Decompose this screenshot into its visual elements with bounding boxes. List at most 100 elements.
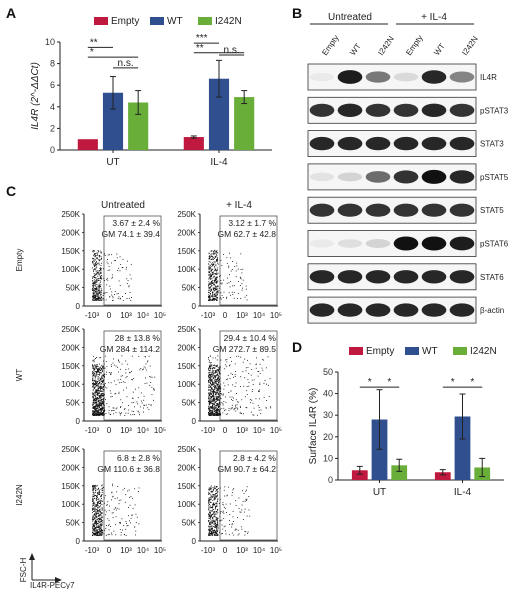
flow-event [95, 366, 97, 368]
flow-event [255, 398, 257, 400]
flow-event [93, 359, 95, 361]
flow-event [209, 513, 211, 514]
flow-event [95, 402, 97, 404]
flow-event [217, 370, 219, 371]
flow-event [230, 270, 232, 272]
flow-event [96, 512, 98, 514]
flow-event [100, 496, 102, 498]
flow-event [99, 397, 101, 399]
blot-band [337, 203, 363, 217]
flow-event [215, 507, 216, 508]
flow-event [100, 252, 102, 254]
flow-event [221, 533, 222, 535]
flow-event [92, 532, 93, 534]
flow-event [218, 405, 219, 407]
flow-event [101, 494, 102, 496]
blot-band [393, 136, 419, 151]
flow-event [213, 505, 215, 507]
flow-event [219, 385, 221, 387]
flow-event [217, 263, 219, 265]
flow-event [216, 492, 218, 494]
flow-event [125, 268, 127, 270]
flow-event [99, 395, 101, 397]
flow-event [134, 488, 136, 490]
flow-event [98, 270, 100, 272]
flow-event [223, 291, 225, 293]
bar [128, 102, 149, 150]
flow-event [120, 264, 122, 265]
flow-event [120, 406, 122, 407]
flow-event [93, 279, 95, 281]
flow-event [111, 512, 113, 514]
flow-event [95, 257, 97, 259]
flow-event [92, 402, 94, 404]
flow-event [217, 498, 219, 500]
flow-event [96, 390, 98, 392]
flow-event [96, 411, 98, 413]
flow-event [100, 525, 102, 527]
flow-event [112, 362, 114, 364]
flow-event [208, 275, 210, 276]
flow-event [139, 369, 141, 371]
flow-event [94, 256, 96, 258]
flow-event [92, 508, 94, 510]
blot-band [421, 270, 447, 284]
flow-event [95, 375, 97, 377]
flow-event [107, 518, 109, 520]
flow-event [96, 397, 98, 399]
flow-event [95, 406, 97, 408]
flow-event [102, 407, 104, 409]
flow-event [98, 534, 100, 536]
blot-band [421, 136, 447, 151]
flow-event [217, 529, 219, 531]
flow-event [249, 515, 251, 517]
flow-event [99, 372, 101, 373]
flow-event [134, 526, 135, 528]
flow-event [95, 262, 97, 263]
flow-event [213, 398, 215, 400]
flow-event [93, 361, 95, 363]
flow-event [93, 399, 95, 401]
flow-event [96, 393, 98, 395]
flow-event [219, 298, 221, 300]
blot-strip [307, 196, 477, 224]
bar [77, 139, 98, 150]
flow-event [208, 268, 210, 269]
flow-event [100, 385, 102, 387]
flow-event [100, 252, 102, 253]
flow-event [228, 266, 229, 268]
flow-event [94, 414, 96, 416]
flow-event [263, 359, 264, 361]
flow-event [96, 293, 97, 294]
flow-event [100, 404, 102, 405]
flow-event [218, 392, 220, 394]
flow-event [219, 282, 221, 284]
flow-event [93, 507, 94, 509]
flow-event [103, 411, 104, 412]
flow-event [219, 520, 221, 522]
flow-event [211, 520, 213, 522]
flow-event [212, 300, 213, 301]
flow-event [258, 409, 260, 411]
flow-event [94, 373, 95, 375]
flow-event [210, 270, 212, 272]
flow-event [212, 298, 214, 300]
flow-event [95, 411, 97, 413]
flow-event [211, 371, 213, 373]
flow-event [98, 491, 100, 493]
flow-y-tick-label: 0 [76, 417, 81, 426]
flow-event [210, 411, 212, 413]
flow-event [103, 397, 105, 399]
flow-y-tick-label: 150K [177, 362, 196, 371]
flow-event [217, 294, 218, 296]
flow-event [101, 412, 103, 414]
flow-x-tick-label: 10⁵ [270, 546, 282, 555]
flow-event [212, 291, 214, 293]
flow-event [211, 289, 213, 291]
flow-event [214, 379, 216, 381]
flow-event [213, 511, 215, 512]
flow-event [101, 381, 103, 383]
blot-row-label: IL4R [480, 73, 497, 82]
flow-event [208, 411, 209, 413]
flow-event [223, 526, 225, 528]
